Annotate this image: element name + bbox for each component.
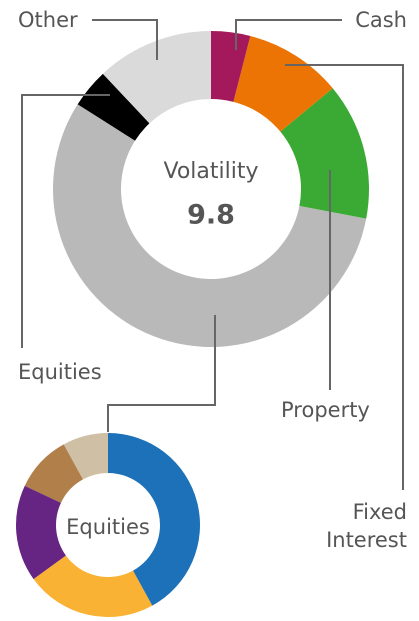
leader-line <box>235 19 342 50</box>
donut-segment <box>108 433 201 606</box>
center-label: Equities <box>66 515 150 539</box>
segment-label: Fixed Interest <box>326 500 407 552</box>
donut-segment <box>280 88 369 219</box>
segment-label: Other <box>18 8 78 32</box>
donut-segment <box>24 444 83 503</box>
donut-segment <box>52 104 367 347</box>
leader-lines <box>21 19 404 490</box>
leader-line <box>107 315 216 432</box>
donut-segment <box>33 555 153 617</box>
segment-label: Cash <box>355 8 407 32</box>
donut-segment <box>233 35 333 132</box>
center-label: Volatility <box>163 159 258 184</box>
segment-label: Property <box>281 398 370 422</box>
donut-segment <box>102 31 211 124</box>
donut-segment <box>15 485 66 580</box>
donut-segment <box>77 73 150 141</box>
donut-segment <box>211 31 251 102</box>
leader-line <box>21 94 110 348</box>
leader-line <box>92 19 158 60</box>
leader-line <box>285 64 404 490</box>
segment-label: Equities <box>18 360 102 384</box>
center-value: 9.8 <box>187 200 235 231</box>
donut-segment <box>63 433 108 480</box>
